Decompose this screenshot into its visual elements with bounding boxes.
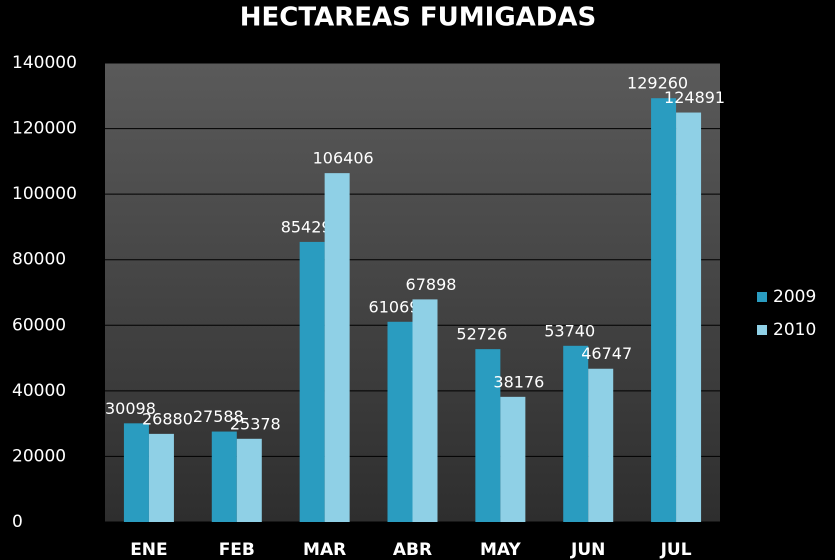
value-label: 26880: [142, 409, 193, 428]
y-tick-label: 40000: [12, 381, 66, 401]
value-label: 85429: [281, 217, 332, 236]
bar: [563, 345, 589, 522]
value-label: 67898: [406, 275, 457, 294]
y-tick-label: 60000: [12, 315, 66, 335]
y-tick-label: 100000: [12, 184, 77, 204]
x-tick-label: MAY: [480, 540, 521, 560]
value-label: 124891: [664, 88, 725, 107]
bar: [211, 431, 237, 522]
value-label: 46747: [581, 344, 632, 363]
value-label: 25378: [230, 414, 281, 433]
bar: [324, 173, 350, 523]
legend-swatch: [757, 325, 767, 335]
value-label: 27588: [193, 407, 244, 426]
bar: [123, 423, 149, 522]
x-tick-label: FEB: [219, 540, 255, 560]
value-label: 106406: [313, 149, 374, 168]
y-tick-label: 80000: [12, 250, 66, 270]
y-tick-label: 0: [12, 512, 23, 532]
value-label: 52726: [456, 325, 507, 344]
legend-label: 2009: [773, 287, 816, 307]
bar: [412, 299, 438, 522]
x-tick-label: JUL: [660, 540, 692, 560]
value-label: 38176: [493, 372, 544, 391]
bar: [148, 433, 174, 522]
legend-label: 2010: [773, 320, 816, 340]
x-tick-label: ENE: [130, 540, 167, 560]
chart-title: HECTAREAS FUMIGADAS: [240, 3, 596, 33]
y-tick-label: 140000: [12, 53, 77, 73]
value-label: 53740: [544, 321, 595, 340]
bar: [588, 368, 614, 522]
x-tick-label: ABR: [393, 540, 432, 560]
bar: [651, 98, 677, 523]
bar: [676, 112, 702, 522]
value-label: 129260: [627, 74, 688, 93]
bar: [475, 349, 501, 522]
value-label: 61069: [369, 297, 420, 316]
x-tick-label: JUN: [570, 540, 605, 560]
y-tick-label: 20000: [12, 446, 66, 466]
legend-swatch: [757, 292, 767, 302]
value-label: 30098: [105, 399, 156, 418]
bar: [299, 241, 325, 522]
x-tick-label: MAR: [303, 540, 346, 560]
bar: [236, 438, 262, 522]
y-tick-label: 120000: [12, 119, 77, 139]
bar: [500, 396, 526, 522]
bar: [387, 321, 413, 522]
